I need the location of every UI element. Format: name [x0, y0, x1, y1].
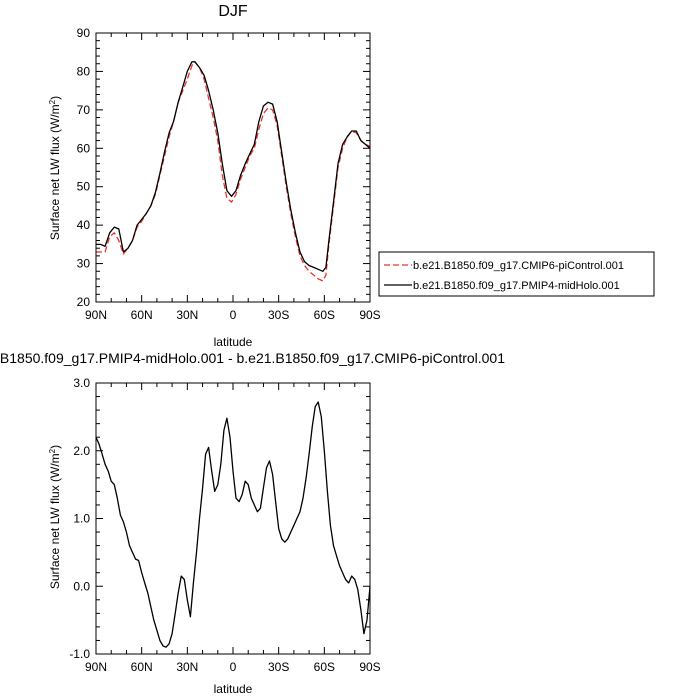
top-y-tick-label: 80: [77, 64, 91, 78]
top-panel: DJF Surface net LW flux (W/m2) latitude …: [48, 3, 655, 349]
top-x-tick-label: 30S: [268, 308, 289, 322]
top-x-tick-label: 0: [230, 308, 237, 322]
top-y-tick-label: 70: [77, 103, 91, 117]
bottom-series-line-0: [95, 401, 371, 648]
legend-label-midholo: b.e21.B1850.f09_g17.PMIP4-midHolo.001: [413, 280, 620, 292]
bottom-x-tick-label: 90N: [85, 660, 107, 674]
bottom-chart-x-label: latitude: [214, 682, 253, 696]
top-chart-y-label: Surface net LW flux (W/m2): [48, 96, 62, 240]
top-x-tick-label: 90N: [85, 308, 107, 322]
top-y-tick-label: 60: [77, 141, 91, 155]
top-y-tick-label: 40: [77, 218, 91, 232]
top-x-tick-label: 90S: [359, 308, 380, 322]
bottom-x-tick-label: 0: [230, 660, 237, 674]
bottom-plot-frame: [95, 382, 371, 655]
bottom-panel: b.e21.B1850.f09_g17.PMIP4-midHolo.001 - …: [0, 350, 505, 696]
top-y-tick-label: 30: [77, 257, 91, 271]
bottom-x-tick-label: 30N: [176, 660, 198, 674]
bottom-x-tick-label: 60S: [314, 660, 335, 674]
bottom-x-tick-label: 90S: [359, 660, 380, 674]
bottom-y-tick-label: 1.0: [73, 512, 90, 526]
bottom-y-tick-label: 3.0: [73, 376, 90, 390]
bottom-y-tick-label: -1.0: [69, 647, 90, 661]
legend-label-picontrol: b.e21.B1850.f09_g17.CMIP6-piControl.001: [413, 260, 624, 272]
legend-box: [378, 251, 655, 297]
bottom-x-tick-label: 60N: [131, 660, 153, 674]
top-y-tick-label: 90: [77, 26, 91, 40]
top-plot-frame: [95, 32, 371, 303]
top-x-tick-label: 60N: [131, 308, 153, 322]
bottom-y-tick-label: 2.0: [73, 444, 90, 458]
bottom-y-tick-label: 0.0: [73, 579, 90, 593]
top-chart-x-label: latitude: [214, 335, 253, 349]
top-x-tick-label: 60S: [314, 308, 335, 322]
bottom-chart-y-label: Surface net LW flux (W/m2): [48, 445, 62, 589]
top-series-line-0: [96, 61, 371, 282]
top-series-line-1: [96, 61, 371, 272]
top-y-tick-label: 50: [77, 180, 91, 194]
bottom-chart-title: b.e21.B1850.f09_g17.PMIP4-midHolo.001 - …: [0, 350, 505, 366]
top-x-tick-label: 30N: [176, 308, 198, 322]
top-chart-legend: b.e21.B1850.f09_g17.CMIP6-piControl.001 …: [378, 251, 655, 297]
top-y-tick-label: 20: [77, 295, 91, 309]
bottom-x-tick-label: 30S: [268, 660, 289, 674]
top-chart-title: DJF: [218, 3, 248, 20]
